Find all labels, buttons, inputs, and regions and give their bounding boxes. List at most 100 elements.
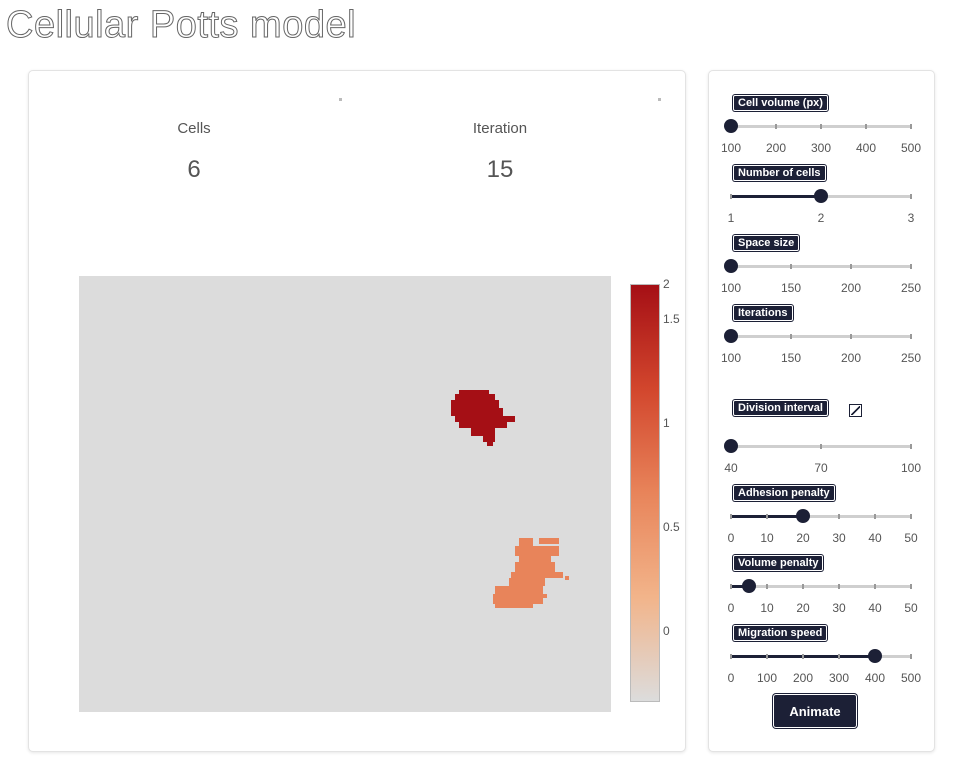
animate-button[interactable]: Animate (773, 694, 857, 728)
slider-handle[interactable] (742, 579, 756, 593)
slider-tick-label: 2 (817, 211, 825, 225)
division-interval-label: Division interval (733, 400, 828, 416)
colorbar-tick: 0.5 (663, 520, 680, 534)
slider-tick-label: 150 (780, 351, 802, 365)
slider-track[interactable] (730, 649, 912, 663)
slider-tick-label: 20 (796, 531, 810, 545)
slider-tick-label: 0 (727, 601, 735, 615)
slider-tick-mark (775, 124, 777, 129)
slider-tick-label: 30 (832, 531, 846, 545)
slider-tick-mark (802, 584, 804, 589)
slider-tick-label: 10 (760, 601, 774, 615)
slider-tick-mark (910, 444, 912, 449)
slider-tick-mark (865, 124, 867, 129)
slider-tick-mark (730, 654, 732, 659)
migration-speed-label: Migration speed (733, 625, 828, 641)
volume-penalty-label: Volume penalty (733, 555, 824, 571)
cells-label: Cells (177, 120, 211, 137)
slider-handle[interactable] (796, 509, 810, 523)
slider-tick-label: 20 (796, 601, 810, 615)
colorbar-tick: 2 (663, 277, 670, 291)
slider-tick-label: 100 (720, 141, 742, 155)
iteration-label: Iteration (472, 120, 528, 137)
colorbar-tick: 1 (663, 416, 670, 430)
adhesion-penalty-label: Adhesion penalty (733, 485, 835, 501)
slider-tick-label: 70 (814, 461, 828, 475)
slider-tick-label: 0 (727, 671, 735, 685)
slider-tick-label: 100 (756, 671, 778, 685)
slider-track[interactable] (724, 329, 912, 343)
slider-tick-mark (910, 194, 912, 199)
slider-fill (731, 585, 749, 588)
slider-tick-label: 300 (828, 671, 850, 685)
slider-tick-label: 50 (904, 601, 918, 615)
cells-value: 6 (187, 156, 201, 183)
slider-handle[interactable] (724, 259, 738, 273)
slider-tick-mark (820, 124, 822, 129)
slider-track[interactable] (730, 509, 912, 523)
slider-tick-label: 400 (855, 141, 877, 155)
slider-fill (731, 195, 821, 198)
slider-tick-mark (802, 654, 804, 659)
slider-tick-mark (766, 654, 768, 659)
slider-tick-mark (730, 194, 732, 199)
slider-tick-mark (790, 264, 792, 269)
controls-card: Cell volume (px) 100 200 300 400 500 Number … (708, 70, 935, 752)
slider-tick-label: 50 (904, 531, 918, 545)
slider-handle[interactable] (814, 189, 828, 203)
cell-heatmap[interactable] (79, 276, 611, 712)
slider-track[interactable] (724, 119, 912, 133)
colorbar (630, 284, 660, 702)
number-of-cells-label: Number of cells (733, 165, 826, 181)
slider-track[interactable] (730, 189, 912, 203)
slider-tick-mark (910, 334, 912, 339)
slider-tick-mark (850, 334, 852, 339)
slider-tick-mark (766, 584, 768, 589)
iterations-label: Iterations (733, 305, 793, 321)
slider-tick-label: 400 (864, 671, 886, 685)
colorbar-tick: 1.5 (663, 312, 680, 326)
slider-tick-mark (838, 654, 840, 659)
slider-tick-mark (910, 514, 912, 519)
slider-track[interactable] (730, 579, 912, 593)
slider-track[interactable] (724, 439, 912, 453)
slider-handle[interactable] (724, 119, 738, 133)
dot-marker (339, 98, 342, 101)
slider-tick-label: 1 (727, 211, 735, 225)
slider-tick-label: 500 (900, 671, 922, 685)
slider-tick-label: 250 (900, 351, 922, 365)
iteration-value: 15 (486, 156, 514, 183)
slider-tick-mark (874, 584, 876, 589)
slider-tick-label: 40 (868, 531, 882, 545)
slider-tick-label: 30 (832, 601, 846, 615)
slider-track[interactable] (724, 259, 912, 273)
slider-tick-label: 10 (760, 531, 774, 545)
slider-tick-label: 300 (810, 141, 832, 155)
slider-tick-mark (820, 444, 822, 449)
slider-tick-label: 200 (840, 351, 862, 365)
slider-tick-label: 0 (727, 531, 735, 545)
slider-tick-label: 100 (900, 461, 922, 475)
slider-tick-mark (730, 514, 732, 519)
slider-handle[interactable] (868, 649, 882, 663)
slider-tick-label: 500 (900, 141, 922, 155)
slider-tick-mark (910, 264, 912, 269)
slider-tick-label: 250 (900, 281, 922, 295)
slider-tick-mark (910, 584, 912, 589)
plot-card: Cells 6 Iteration 15 (28, 70, 686, 752)
slider-tick-mark (838, 514, 840, 519)
slider-tick-mark (910, 124, 912, 129)
slider-tick-label: 100 (720, 281, 742, 295)
dot-marker (658, 98, 661, 101)
page-title: Cellular Potts model (5, 4, 357, 47)
slider-handle[interactable] (724, 329, 738, 343)
heatmap-background (79, 276, 611, 712)
slider-tick-mark (730, 584, 732, 589)
slider-handle[interactable] (724, 439, 738, 453)
space-size-label: Space size (733, 235, 800, 251)
slider-tick-label: 100 (720, 351, 742, 365)
slider-tick-mark (850, 264, 852, 269)
slider-tick-mark (874, 514, 876, 519)
division-interval-checkbox[interactable] (849, 404, 862, 417)
slider-tick-mark (910, 654, 912, 659)
